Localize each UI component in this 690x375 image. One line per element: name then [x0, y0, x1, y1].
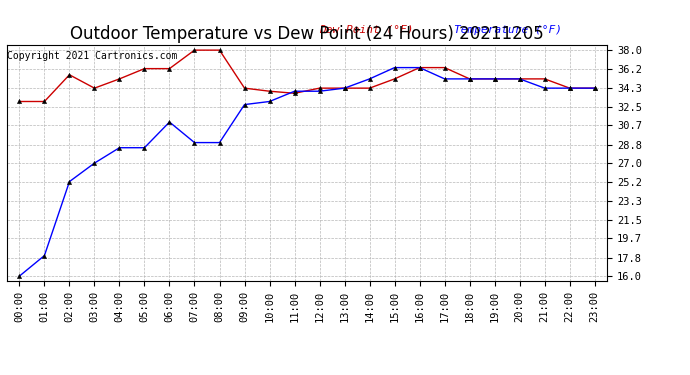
Text: Dew Point (°F): Dew Point (°F) [319, 25, 413, 34]
Title: Outdoor Temperature vs Dew Point (24 Hours) 20211205: Outdoor Temperature vs Dew Point (24 Hou… [70, 26, 544, 44]
Text: Copyright 2021 Cartronics.com: Copyright 2021 Cartronics.com [7, 51, 177, 61]
Text: Temperature (°F): Temperature (°F) [454, 25, 562, 34]
